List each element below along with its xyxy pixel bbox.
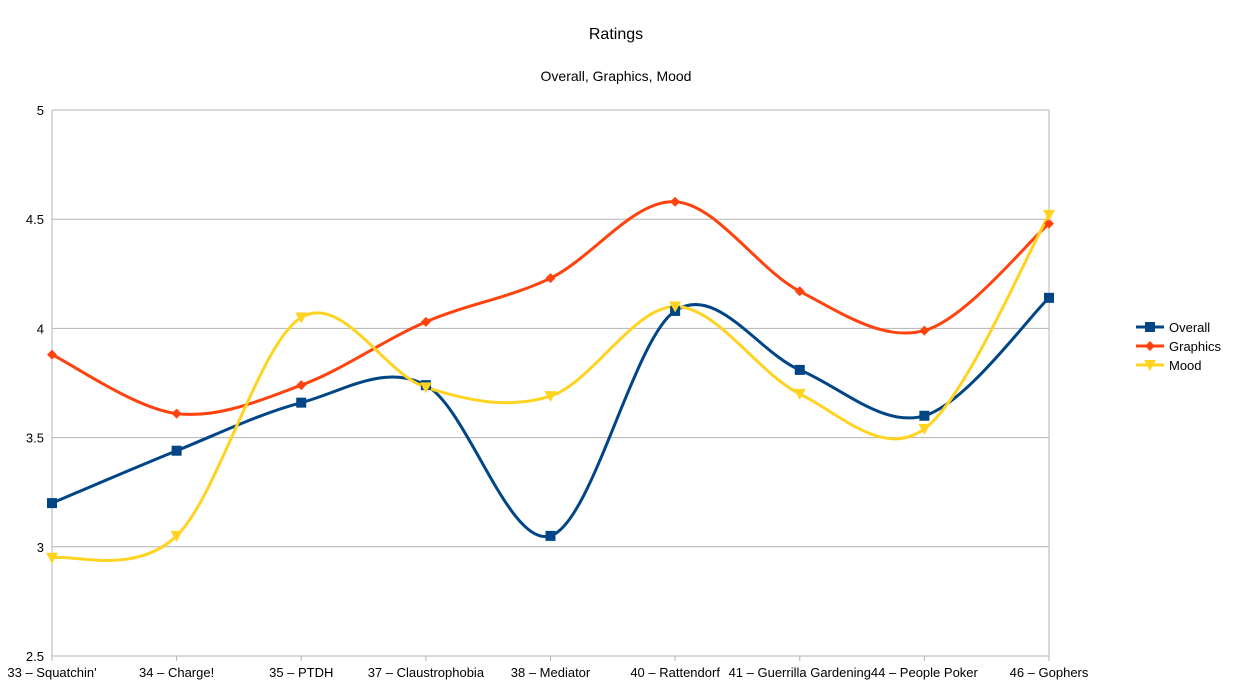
data-point-graphics bbox=[794, 286, 805, 297]
data-point-mood bbox=[46, 552, 58, 564]
data-point-overall bbox=[919, 410, 930, 421]
chart-title: Ratings bbox=[589, 26, 643, 43]
data-point-graphics bbox=[545, 273, 556, 284]
data-point-overall bbox=[171, 445, 182, 456]
x-tick-label: 37 – Claustrophobia bbox=[368, 665, 485, 680]
x-tick-label: 46 – Gophers bbox=[1010, 665, 1089, 680]
data-point-mood bbox=[295, 312, 308, 324]
series-lines bbox=[50, 200, 1051, 562]
x-tick-label: 41 – Guerrilla Gardening bbox=[729, 665, 871, 680]
y-tick-label: 2.5 bbox=[26, 649, 44, 664]
legend-label-graphics: Graphics bbox=[1169, 339, 1222, 354]
x-tick-label: 44 – People Poker bbox=[871, 665, 979, 680]
series-line-graphics bbox=[50, 200, 1051, 416]
chart-subtitle: Overall, Graphics, Mood bbox=[541, 68, 692, 84]
legend-marker-overall bbox=[1145, 322, 1155, 332]
data-point-graphics bbox=[420, 316, 431, 327]
x-tick-label: 38 – Mediator bbox=[511, 665, 591, 680]
data-point-mood bbox=[419, 382, 432, 394]
series-line-mood bbox=[50, 213, 1051, 562]
x-tick-label: 35 – PTDH bbox=[269, 665, 333, 680]
legend: Overall Graphics Mood bbox=[1136, 320, 1222, 373]
axes: 2.5 3 3.5 4 4.5 5 33 – Squatchin' 34 – Charge! 3… bbox=[7, 103, 1088, 680]
y-tick-label: 4 bbox=[37, 321, 44, 336]
data-point-mood bbox=[544, 391, 557, 403]
legend-marker-mood bbox=[1144, 360, 1156, 371]
data-point-mood bbox=[918, 423, 931, 435]
data-point-overall bbox=[47, 498, 57, 509]
y-tick-label: 5 bbox=[37, 103, 44, 118]
y-tick-label: 3.5 bbox=[26, 431, 44, 446]
data-point-graphics bbox=[670, 196, 681, 207]
data-point-overall bbox=[794, 364, 805, 375]
y-tick-label: 3 bbox=[37, 540, 44, 555]
data-point-mood bbox=[1043, 209, 1055, 221]
data-point-overall bbox=[545, 530, 556, 541]
data-point-mood bbox=[669, 301, 682, 313]
legend-marker-graphics bbox=[1145, 341, 1155, 351]
x-tick-label: 33 – Squatchin' bbox=[7, 665, 96, 680]
y-tick-label: 4.5 bbox=[26, 212, 44, 227]
gridlines bbox=[52, 109, 1049, 657]
x-tick-label: 40 – Rattendorf bbox=[630, 665, 720, 680]
x-tick-label: 34 – Charge! bbox=[139, 665, 214, 680]
data-point-graphics bbox=[171, 408, 182, 419]
data-point-graphics bbox=[296, 380, 307, 391]
data-point-graphics bbox=[919, 325, 930, 336]
data-point-overall bbox=[296, 397, 307, 408]
data-point-graphics bbox=[47, 349, 57, 360]
data-point-overall bbox=[1044, 292, 1054, 303]
legend-label-overall: Overall bbox=[1169, 320, 1210, 335]
data-point-mood bbox=[793, 388, 806, 400]
data-point-graphics bbox=[1044, 218, 1054, 229]
data-point-mood bbox=[170, 530, 183, 542]
data-markers bbox=[46, 196, 1055, 564]
legend-label-mood: Mood bbox=[1169, 358, 1202, 373]
